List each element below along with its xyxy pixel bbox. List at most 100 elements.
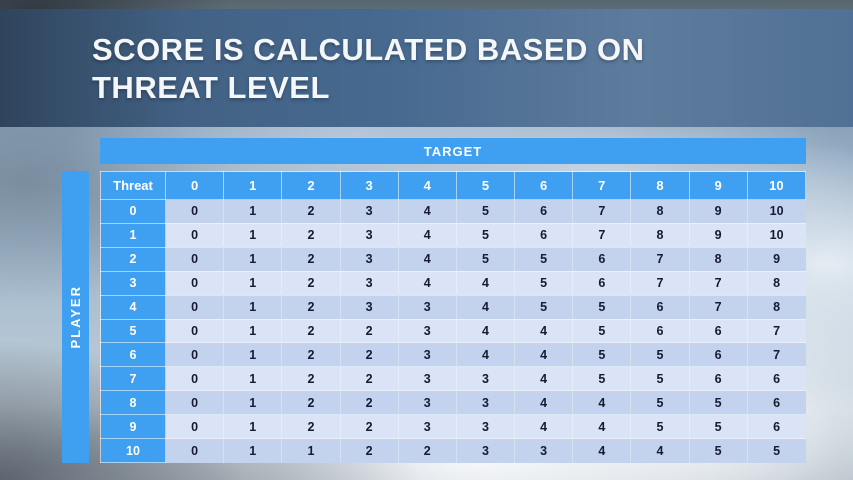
score-cell: 3 (455, 414, 515, 439)
score-cell: 0 (164, 342, 224, 367)
score-cell: 1 (223, 199, 282, 224)
score-cell: 8 (746, 270, 806, 296)
column-header-cell: 1 (223, 171, 283, 200)
score-cell: 5 (630, 390, 690, 415)
score-cell: 5 (514, 246, 573, 272)
row-label-cell: 3 (100, 270, 166, 296)
row-label-cell: 9 (100, 414, 166, 440)
score-cell: 4 (572, 438, 631, 463)
score-cell: 4 (455, 294, 515, 320)
score-cell: 3 (339, 246, 399, 272)
score-cell: 3 (455, 366, 515, 391)
score-cell: 3 (455, 390, 515, 415)
score-cell: 6 (630, 318, 690, 343)
row-label-cell: 0 (100, 199, 166, 224)
column-header-cell: 3 (339, 171, 399, 200)
score-cell: 4 (455, 270, 515, 296)
column-header-cell: 4 (397, 171, 457, 200)
score-cell: 5 (688, 414, 748, 439)
score-cell: 1 (223, 222, 282, 248)
score-cell: 3 (339, 222, 399, 248)
score-cell: 6 (630, 294, 690, 320)
score-cell: 9 (746, 246, 806, 272)
score-cell: 5 (514, 270, 573, 296)
score-cell: 2 (281, 222, 341, 248)
score-cell: 3 (397, 414, 457, 439)
score-cell: 0 (164, 438, 224, 463)
score-cell: 1 (223, 390, 282, 415)
header-row: Threat 0 1 2 3 4 5 6 7 8 9 10 (100, 171, 807, 200)
score-cell: 1 (223, 294, 282, 320)
score-cell: 6 (688, 342, 748, 367)
column-header-cell: 0 (164, 171, 225, 200)
score-cell: 7 (630, 246, 690, 272)
score-cell: 5 (455, 199, 515, 224)
score-cell: 3 (339, 199, 399, 224)
score-cell: 4 (514, 414, 573, 439)
score-cell: 5 (746, 438, 806, 463)
score-cell: 5 (630, 414, 690, 439)
score-cell: 8 (746, 294, 806, 320)
corner-header-cell: Threat (100, 171, 166, 200)
score-cell: 5 (455, 246, 515, 272)
score-cell: 8 (630, 199, 690, 224)
score-cell: 0 (164, 222, 224, 248)
score-cell: 2 (339, 414, 399, 439)
score-cell: 1 (223, 366, 282, 391)
score-cell: 1 (223, 438, 282, 463)
score-cell: 0 (164, 366, 224, 391)
score-cell: 5 (572, 318, 631, 343)
score-cell: 2 (281, 366, 341, 391)
table-body: 0 0 1 2 3 4 5 6 7 8 9 10 1 0 1 2 3 4 5 6 7 8 9 10 2 0 1 2 3 4 5 5 6 7 8 9 3 0… (100, 199, 806, 463)
score-cell: 0 (164, 414, 224, 439)
score-cell: 7 (688, 294, 748, 320)
score-cell: 2 (339, 318, 399, 343)
title-banner: SCORE IS CALCULATED BASED ON THREAT LEVE… (0, 9, 853, 127)
score-cell: 4 (455, 318, 515, 343)
score-cell: 3 (397, 366, 457, 391)
score-cell: 4 (514, 366, 573, 391)
score-cell: 7 (688, 270, 748, 296)
score-cell: 6 (572, 270, 631, 296)
score-cell: 2 (397, 438, 457, 463)
score-cell: 6 (746, 414, 806, 439)
slide-title: SCORE IS CALCULATED BASED ON THREAT LEVE… (92, 31, 645, 107)
row-label-cell: 10 (100, 438, 166, 463)
score-cell: 5 (630, 366, 690, 391)
score-cell: 3 (397, 318, 457, 343)
score-cell: 7 (572, 199, 631, 224)
row-label-cell: 5 (100, 318, 166, 344)
score-cell: 2 (281, 342, 341, 367)
row-label-cell: 7 (100, 366, 166, 392)
score-cell: 6 (746, 390, 806, 415)
score-cell: 1 (281, 438, 341, 463)
score-cell: 5 (572, 294, 631, 320)
score-matrix-table: Threat 0 1 2 3 4 5 6 7 8 9 10 0 0 1 2 3 4 5 6 7 8 9 10 1 0 1 2 3 4 5… (100, 171, 807, 463)
score-cell: 3 (397, 342, 457, 367)
score-cell: 0 (164, 246, 224, 272)
score-cell: 3 (455, 438, 515, 463)
column-header-cell: 2 (281, 171, 341, 200)
score-cell: 4 (397, 199, 457, 224)
score-cell: 10 (746, 199, 806, 224)
score-cell: 2 (281, 318, 341, 343)
score-cell: 2 (339, 366, 399, 391)
score-cell: 8 (688, 246, 748, 272)
score-cell: 3 (397, 390, 457, 415)
column-header-cell: 7 (572, 171, 632, 200)
table-row: 0 0 1 2 3 4 5 6 7 8 9 10 (100, 199, 806, 224)
score-cell: 1 (223, 414, 282, 439)
score-cell: 4 (514, 390, 573, 415)
score-cell: 6 (514, 222, 573, 248)
score-cell: 2 (281, 246, 341, 272)
score-cell: 6 (688, 318, 748, 343)
score-cell: 9 (688, 222, 748, 248)
score-cell: 3 (514, 438, 573, 463)
